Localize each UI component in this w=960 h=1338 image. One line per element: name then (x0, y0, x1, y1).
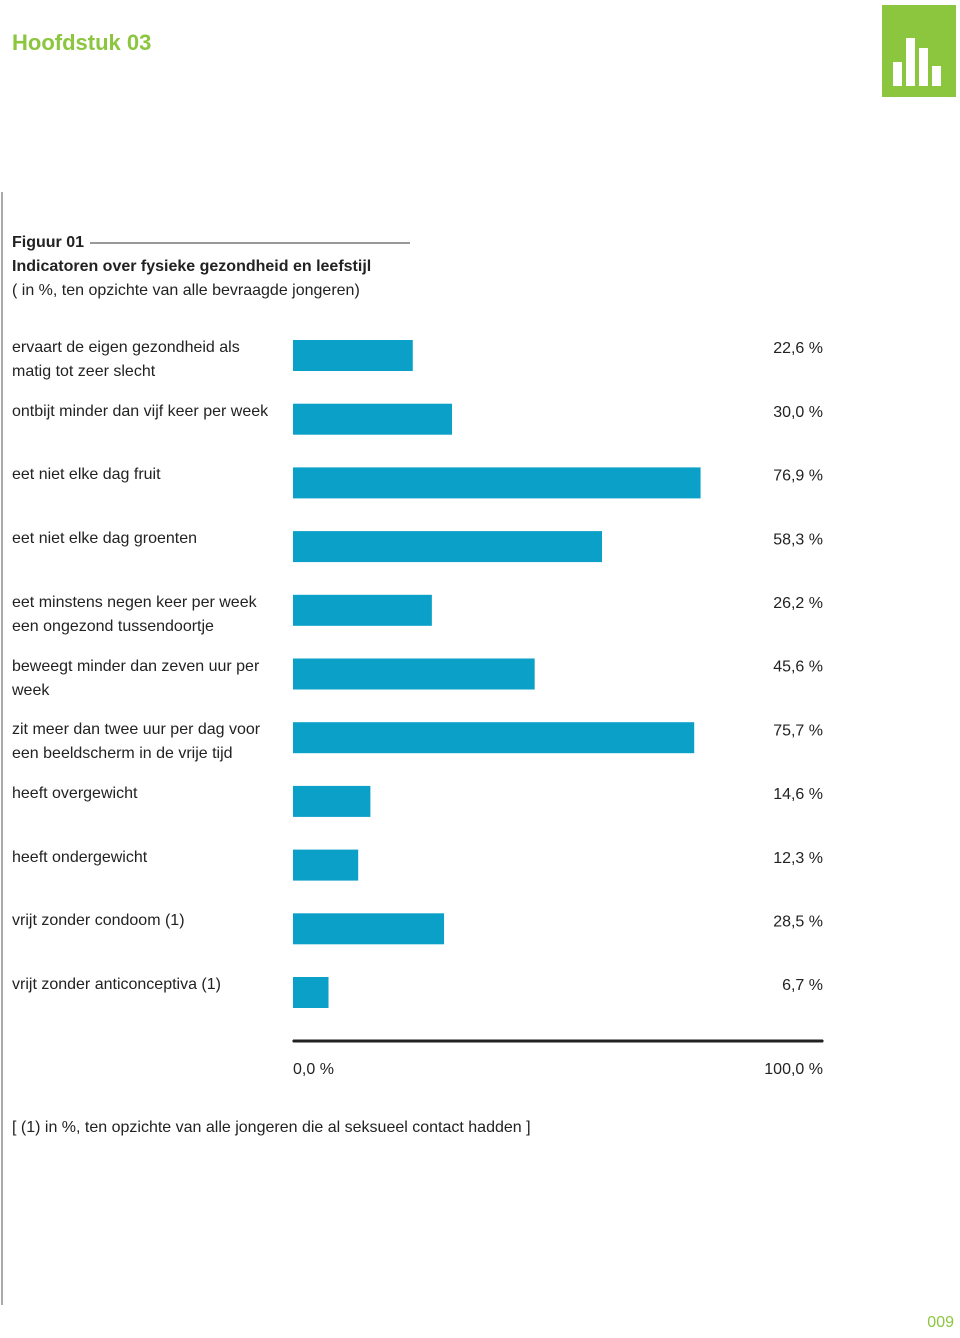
category-label: heeft overgewicht (12, 784, 138, 802)
bar (293, 849, 359, 881)
value-label: 22,6 % (773, 340, 823, 357)
category-label: eet niet elke dag groenten (12, 530, 198, 548)
bar (293, 467, 701, 499)
value-label: 75,7 % (773, 722, 823, 739)
category-label: vrijt zonder condoom (1) (12, 912, 185, 930)
bar (293, 340, 413, 371)
value-label: 76,9 % (773, 468, 823, 485)
value-label: 45,6 % (773, 659, 823, 676)
category-label: eet niet elke dag fruit (12, 466, 161, 484)
bar (293, 658, 535, 690)
value-label: 6,7 % (782, 977, 823, 994)
value-label: 30,0 % (773, 404, 823, 421)
x-tick-label: 100,0 % (764, 1061, 823, 1078)
value-label: 12,3 % (773, 850, 823, 867)
bar (293, 785, 371, 817)
page-number: 009 (927, 1314, 954, 1331)
bar (293, 913, 445, 945)
bar (293, 403, 452, 435)
footnote: [ (1) in %, ten opzichte van alle jonger… (12, 1119, 531, 1136)
category-label: zit meer dan twee uur per dag voor een b… (12, 721, 261, 763)
bar (293, 722, 695, 754)
category-label: vrijt zonder anticonceptiva (1) (12, 976, 221, 993)
value-label: 28,5 % (773, 914, 823, 931)
chapter-title: Hoofdstuk 03 (12, 30, 151, 55)
category-label: eet minstens negen keer per week een ong… (12, 593, 257, 635)
bar (293, 594, 432, 626)
category-label: beweegt minder dan zeven uur per week (12, 657, 260, 699)
value-label: 26,2 % (773, 595, 823, 612)
logo-bars (893, 38, 941, 86)
chart-subtitle: ( in %, ten opzichte van alle bevraagde … (12, 282, 360, 299)
category-label: ervaart de eigen gezondheid als matig to… (12, 339, 240, 380)
category-label: ontbijt minder dan vijf keer per week (12, 402, 269, 420)
x-tick-label: 0,0 % (293, 1061, 334, 1078)
value-label: 14,6 % (773, 786, 823, 803)
chart-title: Indicatoren over fysieke gezondheid en l… (12, 258, 371, 275)
value-label: 58,3 % (773, 531, 823, 548)
bar (293, 531, 602, 563)
category-label: heeft ondergewicht (12, 848, 148, 866)
figure-label: Figuur 01 (12, 234, 84, 251)
bar (293, 977, 329, 1008)
